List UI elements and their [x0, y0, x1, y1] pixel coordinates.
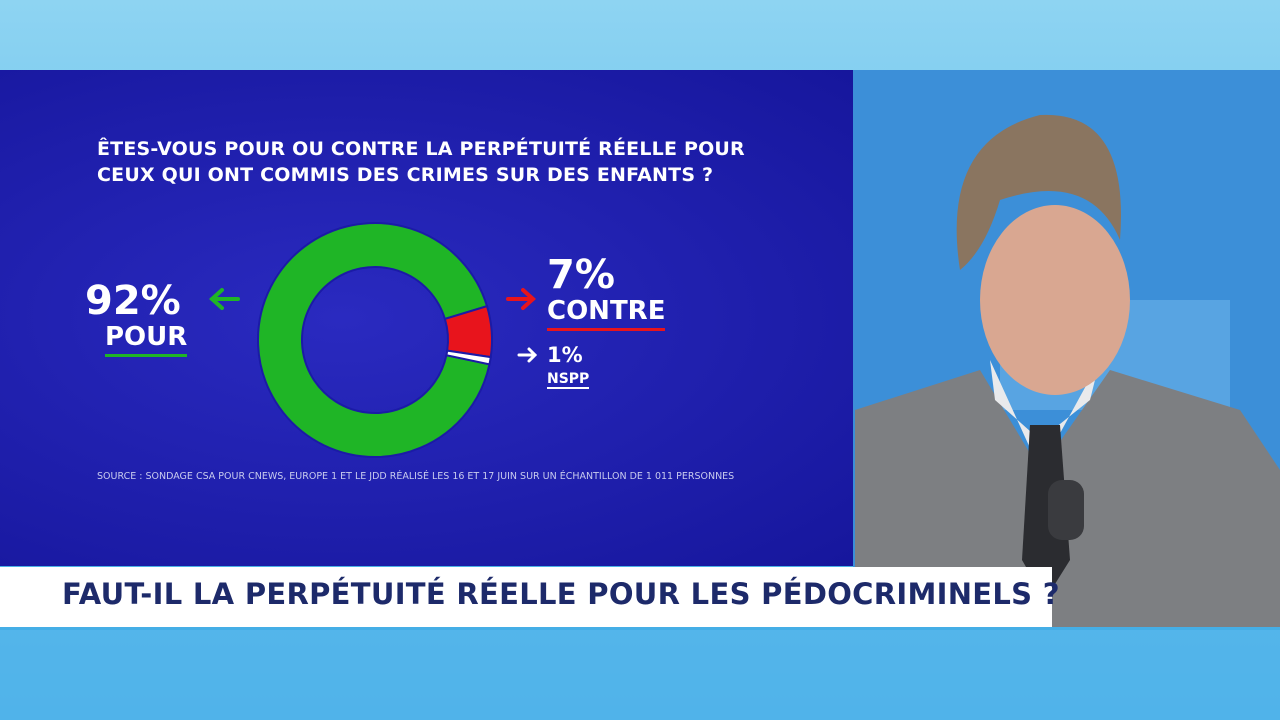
donut-chart [209, 222, 538, 458]
nspp-label: NSPP [547, 371, 590, 389]
banner [0, 567, 1052, 627]
contre-value: 7% [547, 252, 615, 298]
contre-label: CONTRE [547, 296, 666, 331]
face [980, 205, 1130, 395]
bottom-strip [0, 630, 1280, 720]
microphone [1048, 480, 1084, 540]
chart-panel: ÊTES-VOUS POUR OU CONTRE LA PERPÉTUITÉ R… [0, 70, 853, 566]
donut-segment [445, 349, 492, 366]
source-note: SOURCE : SONDAGE CSA POUR CNEWS, EUROPE … [97, 471, 735, 482]
arrows [209, 288, 538, 363]
hair [956, 114, 1121, 270]
pour-label: POUR [105, 322, 188, 357]
chart-title: ÊTES-VOUS POUR OU CONTRE LA PERPÉTUITÉ R… [97, 138, 745, 186]
nspp-value: 1% [547, 343, 583, 367]
headline: FAUT-IL LA PERPÉTUITÉ RÉELLE POUR LES PÉ… [62, 577, 1060, 611]
donut-segment [257, 222, 491, 458]
tie [1022, 425, 1070, 600]
pour-value: 92% [85, 278, 181, 324]
